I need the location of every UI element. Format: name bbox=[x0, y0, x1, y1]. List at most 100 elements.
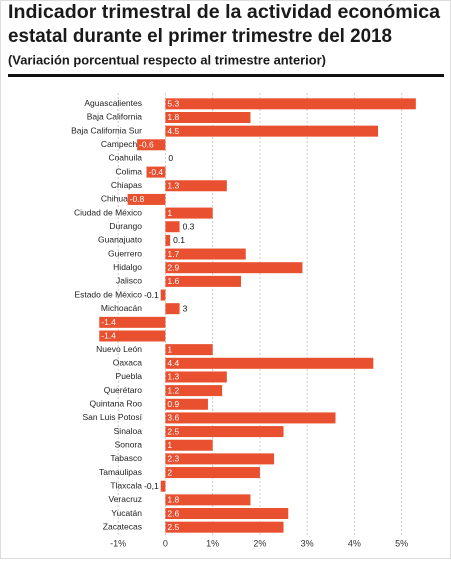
value-label: 0.1 bbox=[173, 235, 185, 245]
value-label: 2 bbox=[167, 467, 172, 477]
category-label: Nuevo León bbox=[96, 344, 142, 354]
value-label: 0.9 bbox=[167, 399, 179, 409]
bar bbox=[165, 248, 246, 260]
value-label: 0 bbox=[168, 153, 173, 163]
category-label: Colima bbox=[116, 166, 143, 176]
value-label: -0,1 bbox=[144, 481, 159, 491]
category-label: San Luis Potosí bbox=[82, 412, 142, 422]
value-label: 1.8 bbox=[167, 495, 179, 505]
bar bbox=[99, 316, 166, 328]
bar bbox=[99, 330, 166, 342]
category-label: Sinaloa bbox=[114, 426, 143, 436]
category-label: Michoacán bbox=[101, 303, 142, 313]
category-label: Durango bbox=[109, 221, 142, 231]
value-label: 4.5 bbox=[167, 126, 179, 136]
value-label: 1.3 bbox=[167, 372, 179, 382]
rule bbox=[8, 74, 444, 77]
bar bbox=[165, 207, 213, 219]
category-label: Guerrero bbox=[108, 248, 142, 258]
bar bbox=[160, 480, 166, 492]
value-label: 1.7 bbox=[167, 249, 179, 259]
bar bbox=[137, 139, 166, 151]
category-label: Hidalgo bbox=[113, 262, 142, 272]
bar bbox=[165, 426, 284, 438]
bar bbox=[165, 221, 180, 233]
value-label: -0.1 bbox=[144, 290, 159, 300]
bar bbox=[165, 357, 374, 369]
category-label: Aguascalientes bbox=[84, 98, 142, 108]
category-label: Sonora bbox=[115, 439, 143, 449]
bar bbox=[165, 111, 251, 123]
category-label: Puebla bbox=[116, 371, 143, 381]
category-label: Coahuila bbox=[108, 153, 142, 163]
category-label: Veracruz bbox=[108, 494, 142, 504]
value-label: 3 bbox=[183, 303, 188, 313]
value-label: 1 bbox=[167, 208, 172, 218]
value-label: 1.2 bbox=[167, 385, 179, 395]
x-tick-label: 1% bbox=[206, 538, 219, 548]
category-label: Chiapas bbox=[111, 180, 142, 190]
bar bbox=[165, 439, 213, 451]
value-label: -0.4 bbox=[149, 167, 164, 177]
x-tick-label: 3% bbox=[301, 538, 314, 548]
bar bbox=[165, 275, 242, 287]
bar bbox=[165, 303, 180, 315]
bar bbox=[165, 453, 275, 465]
value-label: 1.6 bbox=[167, 276, 179, 286]
bar bbox=[165, 385, 223, 397]
chart-subtitle: (Variación porcentual respecto al trimes… bbox=[8, 52, 326, 67]
category-label: Zacatecas bbox=[103, 521, 142, 531]
value-label: 1 bbox=[167, 344, 172, 354]
value-label: -0.6 bbox=[139, 140, 154, 150]
category-label: Guanajuato bbox=[98, 235, 142, 245]
category-label: Estado de México bbox=[74, 289, 142, 299]
bar bbox=[165, 508, 289, 520]
bar bbox=[165, 180, 227, 192]
category-label: Querétaro bbox=[104, 385, 143, 395]
x-tick-label: 2% bbox=[253, 538, 266, 548]
value-label: 2.9 bbox=[167, 262, 179, 272]
category-label: Chihuahua bbox=[101, 194, 142, 204]
x-tick-label: 4% bbox=[348, 538, 361, 548]
value-label: 2.3 bbox=[167, 454, 179, 464]
value-label: -1.4 bbox=[101, 331, 116, 341]
bar bbox=[165, 344, 213, 356]
chart-title: estatal durante el primer trimestre del … bbox=[8, 26, 392, 47]
bar bbox=[165, 412, 336, 424]
value-label: 4.4 bbox=[167, 358, 179, 368]
bar bbox=[127, 193, 166, 205]
x-tick-label: -1% bbox=[110, 538, 126, 548]
x-tick-label: 0 bbox=[163, 538, 168, 548]
bar bbox=[160, 289, 166, 301]
value-label: 1.8 bbox=[167, 112, 179, 122]
category-label: Quintana Roo bbox=[90, 399, 143, 409]
bar bbox=[165, 467, 260, 479]
value-label: 3.6 bbox=[167, 413, 179, 423]
bar bbox=[165, 371, 227, 383]
value-label: -1.4 bbox=[101, 317, 116, 327]
value-label: 1.3 bbox=[167, 181, 179, 191]
value-label: 2.5 bbox=[167, 522, 179, 532]
bar bbox=[165, 262, 303, 274]
x-tick-label: 5% bbox=[395, 538, 408, 548]
value-label: 2.5 bbox=[167, 426, 179, 436]
category-label: Tlaxcala bbox=[110, 480, 142, 490]
bar bbox=[165, 98, 416, 110]
category-label: Jalisco bbox=[116, 276, 142, 286]
bar bbox=[146, 166, 166, 178]
bar bbox=[165, 521, 284, 533]
category-label: Baja California Sur bbox=[71, 125, 142, 135]
value-label: 1 bbox=[167, 440, 172, 450]
bar bbox=[165, 494, 251, 506]
category-label: Yucatán bbox=[111, 508, 142, 518]
category-label: Ciudad de México bbox=[74, 207, 142, 217]
value-label: 5.3 bbox=[167, 99, 179, 109]
bar bbox=[165, 234, 171, 246]
value-label: 0.3 bbox=[183, 221, 195, 231]
category-label: Tamaulipas bbox=[99, 467, 142, 477]
category-label: Campeche bbox=[101, 139, 142, 149]
value-label: -0.8 bbox=[130, 194, 145, 204]
category-label: Tabasco bbox=[110, 453, 142, 463]
chart-title: Indicador trimestral de la actividad eco… bbox=[8, 2, 440, 23]
